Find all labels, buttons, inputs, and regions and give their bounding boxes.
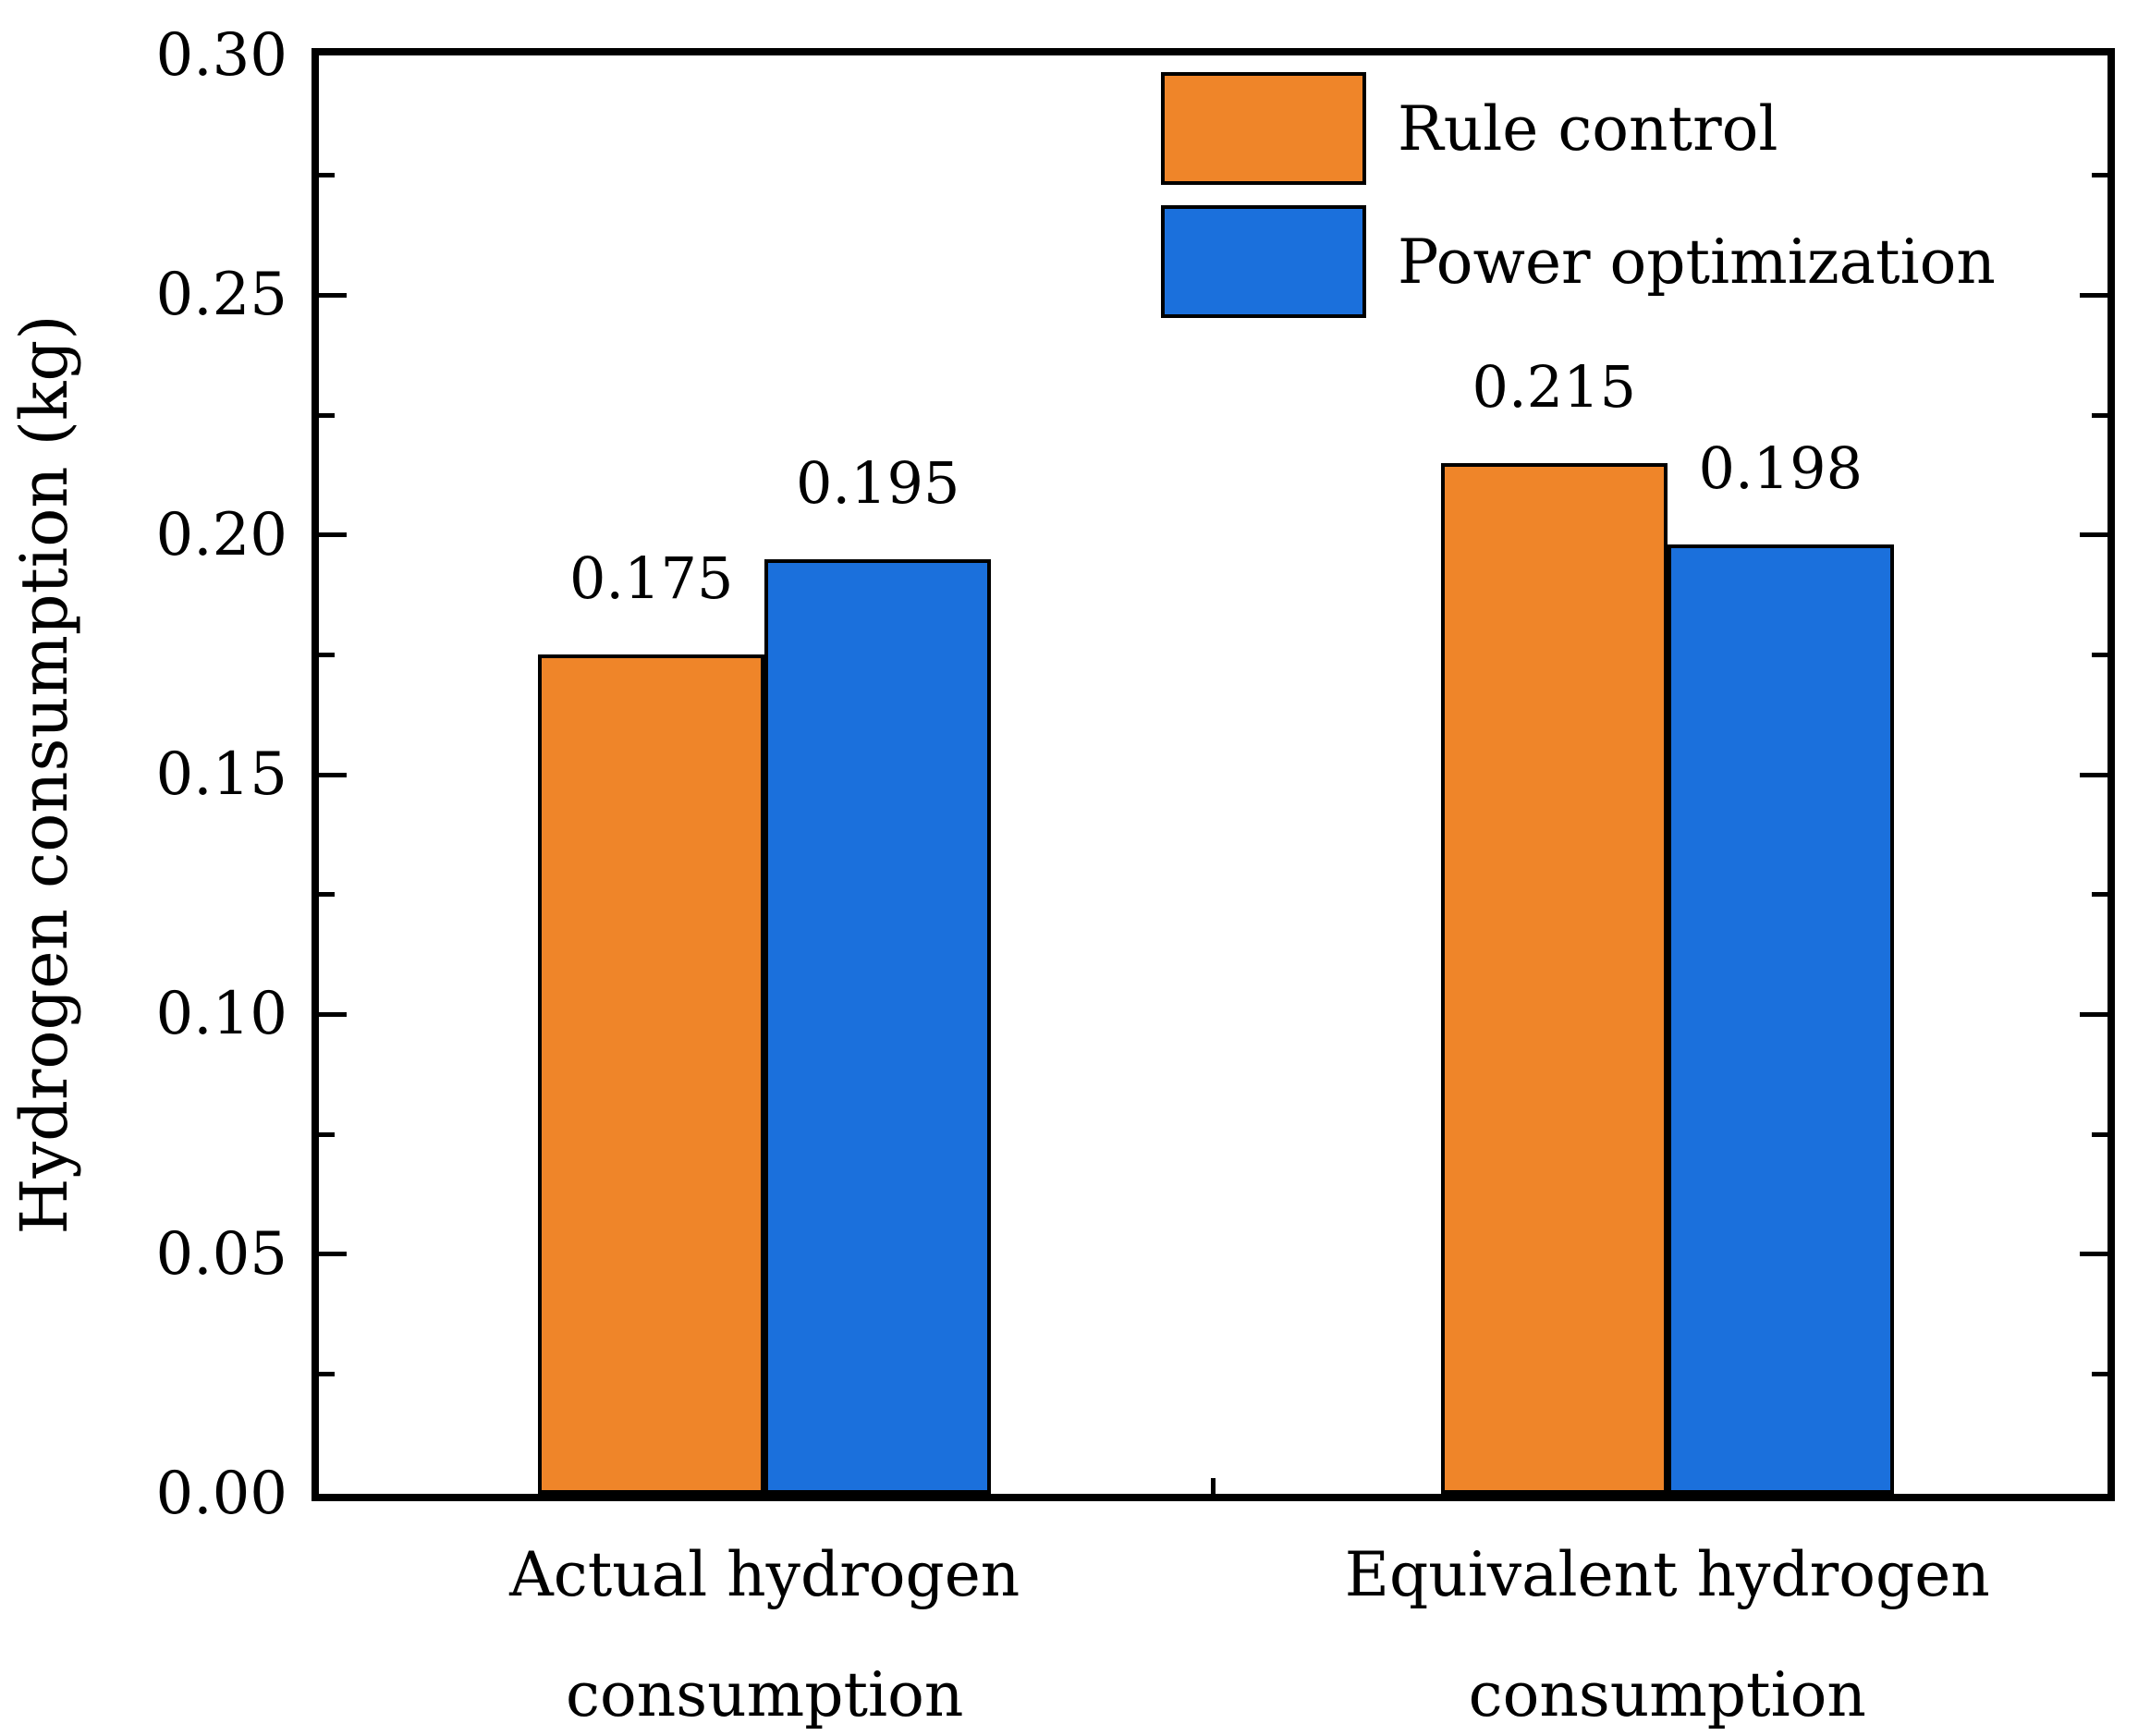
bar-value-label: 0.198 — [1698, 434, 1863, 503]
y-minor-tick-left — [319, 1131, 335, 1137]
y-tick-label: 0.00 — [155, 1460, 288, 1528]
y-minor-tick-right — [2092, 412, 2107, 418]
y-minor-tick-left — [319, 412, 335, 418]
y-minor-tick-left — [319, 1371, 335, 1376]
bar-value-label: 0.175 — [568, 544, 734, 613]
x-category-label: Actual hydrogen — [509, 1539, 1020, 1610]
y-major-tick-left — [319, 292, 347, 298]
legend-label-power-optimization: Power optimization — [1398, 226, 1996, 298]
x-major-tick — [762, 1461, 768, 1494]
y-minor-tick-right — [2092, 1131, 2107, 1137]
bar-rule-control — [538, 654, 765, 1494]
y-major-tick-right — [2080, 1011, 2107, 1017]
y-major-tick-right — [2080, 1252, 2107, 1257]
y-major-tick-left — [319, 1252, 347, 1257]
y-tick-label: 0.10 — [155, 980, 288, 1049]
y-major-tick-left — [319, 1011, 347, 1017]
legend: Rule control Power optimization — [1161, 72, 1996, 338]
y-tick-label: 0.30 — [155, 21, 288, 90]
y-minor-tick-left — [319, 892, 335, 898]
y-major-tick-left — [319, 772, 347, 777]
y-minor-tick-right — [2092, 173, 2107, 178]
bar-power-optimization — [1667, 544, 1894, 1494]
y-tick-label: 0.05 — [155, 1219, 288, 1289]
y-minor-tick-right — [2092, 892, 2107, 898]
x-category-label: consumption — [566, 1659, 964, 1730]
bar-value-label: 0.195 — [795, 448, 960, 517]
legend-item-power-optimization: Power optimization — [1161, 205, 1996, 318]
bar-power-optimization — [764, 558, 992, 1494]
legend-swatch-power-optimization — [1161, 205, 1366, 318]
y-major-tick-right — [2080, 532, 2107, 538]
legend-swatch-rule-control — [1161, 72, 1366, 185]
x-minor-tick — [1211, 1478, 1216, 1494]
bar-rule-control — [1440, 462, 1668, 1494]
y-tick-label: 0.25 — [155, 261, 288, 330]
y-minor-tick-left — [319, 173, 335, 178]
legend-item-rule-control: Rule control — [1161, 72, 1996, 185]
legend-label-rule-control: Rule control — [1398, 92, 1778, 165]
y-major-tick-left — [319, 532, 347, 538]
x-category-label: consumption — [1468, 1659, 1866, 1730]
y-minor-tick-left — [319, 652, 335, 657]
y-major-tick-right — [2080, 292, 2107, 298]
y-tick-label: 0.15 — [155, 740, 288, 809]
y-tick-label: 0.20 — [155, 500, 288, 569]
y-minor-tick-right — [2092, 1371, 2107, 1376]
bar-value-label: 0.215 — [1472, 352, 1637, 421]
x-category-label: Equivalent hydrogen — [1344, 1539, 1990, 1610]
x-major-tick — [1664, 1461, 1670, 1494]
y-minor-tick-right — [2092, 652, 2107, 657]
y-major-tick-right — [2080, 772, 2107, 777]
